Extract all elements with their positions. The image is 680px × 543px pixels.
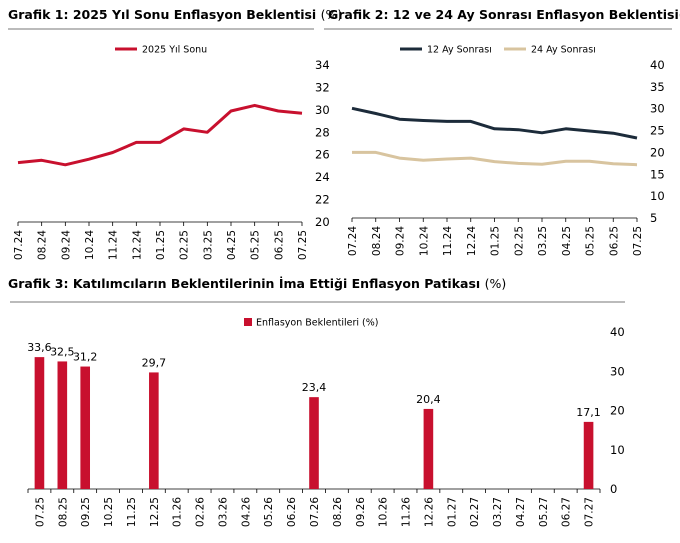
chart1-y-tick-label: 32	[315, 80, 330, 94]
chart3-data-label: 29,7	[142, 356, 167, 369]
chart3-x-tick-label: 03.26	[217, 497, 229, 527]
chart2-x-tick-label: 10.24	[418, 226, 430, 256]
chart3-data-label: 17,1	[576, 406, 601, 419]
chart1-x-tick-label: 08.24	[37, 230, 49, 260]
chart3-x-tick-label: 09.25	[80, 497, 92, 527]
chart1-y-tick-label: 22	[315, 193, 330, 207]
chart2-x-tick-label: 12.24	[466, 226, 478, 256]
chart1-x-tick-label: 07.24	[13, 230, 25, 260]
chart3-x-tick-label: 05.27	[538, 497, 550, 527]
chart2-x-tick-label: 04.25	[561, 226, 573, 256]
chart2-x-tick-label: 11.24	[442, 226, 454, 256]
chart3-legend-swatch	[244, 318, 252, 326]
chart1-x-tick-label: 10.24	[84, 230, 96, 260]
chart3-bar	[583, 421, 594, 489]
chart3-data-label: 20,4	[416, 393, 441, 406]
chart3-y-tick-label: 10	[610, 443, 625, 457]
chart1-x-tick-label: 12.24	[131, 230, 143, 260]
chart2-y-tick-label: 40	[650, 58, 665, 72]
chart2-x-tick-label: 07.25	[632, 226, 644, 256]
chart3-title: Grafik 3: Katılımcıların Beklentilerinin…	[8, 276, 507, 291]
chart2-legend-label: 24 Ay Sonrası	[531, 45, 596, 56]
chart1-y-tick-label: 34	[315, 58, 330, 72]
chart1-x-tick-label: 01.25	[155, 230, 167, 260]
chart1-y-tick-label: 24	[315, 170, 330, 184]
chart3-data-label: 33,6	[27, 341, 52, 354]
chart2-y-tick-label: 5	[650, 211, 657, 225]
chart1-y-tick-label: 30	[315, 103, 330, 117]
chart2-x-tick-label: 07.24	[347, 226, 359, 256]
chart2-x-tick-label: 02.25	[513, 226, 525, 256]
chart1-y-tick-label: 28	[315, 125, 330, 139]
chart3-data-label: 31,2	[73, 351, 98, 364]
chart2-x-tick-label: 08.24	[371, 226, 383, 256]
chart3-y-tick-label: 40	[610, 325, 625, 339]
chart3-x-tick-label: 01.26	[172, 497, 184, 527]
chart3-x-tick-label: 08.25	[57, 497, 69, 527]
chart1-x-tick-label: 06.25	[273, 230, 285, 260]
chart1-y-tick-label: 26	[315, 148, 330, 162]
chart3-data-label: 23,4	[302, 381, 327, 394]
chart3-x-tick-label: 04.26	[240, 497, 252, 527]
chart2-y-tick-label: 20	[650, 145, 665, 159]
chart3-x-tick-label: 12.26	[423, 497, 435, 527]
chart3-x-tick-label: 09.26	[355, 497, 367, 527]
chart2-series-line-1	[351, 106, 638, 140]
chart2-x-tick-label: 05.25	[585, 226, 597, 256]
chart3-y-tick-label: 20	[610, 404, 625, 418]
chart1-x-tick-label: 11.24	[108, 230, 120, 260]
chart1-y-tick-label: 20	[315, 215, 330, 229]
chart3-data-label: 32,5	[50, 345, 75, 358]
chart3-x-tick-label: 01.27	[446, 497, 458, 527]
chart1-series-line-1	[17, 103, 303, 167]
chart2-x-tick-label: 01.25	[490, 226, 502, 256]
chart3-x-tick-label: 02.26	[195, 497, 207, 527]
chart2-y-tick-label: 10	[650, 189, 665, 203]
chart1-x-tick-label: 04.25	[226, 230, 238, 260]
chart3-x-tick-label: 10.26	[378, 497, 390, 527]
chart3-bar	[423, 408, 434, 489]
chart3-x-tick-label: 07.26	[309, 497, 321, 527]
chart3-bar	[309, 397, 319, 489]
chart2-legend-label: 12 Ay Sonrası	[427, 45, 492, 56]
chart1-legend-label: 2025 Yıl Sonu	[142, 45, 207, 56]
chart2-y-tick-label: 25	[650, 124, 665, 138]
chart3-y-tick-label: 30	[610, 364, 625, 378]
chart3-x-tick-label: 06.27	[561, 497, 573, 527]
chart1-x-tick-label: 03.25	[202, 230, 214, 260]
chart2-y-tick-label: 30	[650, 102, 665, 116]
chart2-y-tick-label: 15	[650, 167, 665, 181]
chart3-x-tick-label: 11.26	[401, 497, 413, 527]
chart3-x-tick-label: 02.27	[469, 497, 481, 527]
chart2-x-tick-label: 03.25	[537, 226, 549, 256]
chart3-x-tick-label: 11.25	[126, 497, 138, 527]
chart1-x-tick-label: 07.25	[297, 230, 309, 260]
chart1-x-tick-label: 09.24	[60, 230, 72, 260]
chart1-title: Grafik 1: 2025 Yıl Sonu Enflasyon Beklen…	[8, 7, 343, 22]
chart3-bar	[34, 357, 45, 489]
chart2-title: Grafik 2: 12 ve 24 Ay Sonrası Enflasyon …	[328, 7, 680, 22]
chart1-x-tick-label: 02.25	[179, 230, 191, 260]
chart3-x-tick-label: 04.27	[515, 497, 527, 527]
chart3-x-tick-label: 07.27	[584, 497, 596, 527]
chart3-x-tick-label: 08.26	[332, 497, 344, 527]
chart3-bar	[149, 372, 159, 489]
chart2-series-line-2	[352, 150, 638, 167]
chart3-bar	[80, 366, 91, 489]
chart3-x-tick-label: 06.26	[286, 497, 298, 527]
chart3-legend-label: Enflasyon Beklentileri (%)	[256, 318, 378, 329]
chart3-x-tick-label: 12.25	[149, 497, 161, 527]
chart3-bar	[57, 361, 68, 489]
chart3-x-tick-label: 07.25	[34, 497, 46, 527]
chart1-x-tick-label: 05.25	[250, 230, 262, 260]
chart3-x-tick-label: 10.25	[103, 497, 115, 527]
chart2-y-tick-label: 35	[650, 80, 665, 94]
chart2-x-tick-label: 06.25	[608, 226, 620, 256]
chart3-x-tick-label: 03.27	[492, 497, 504, 527]
chart3-x-tick-label: 05.26	[263, 497, 275, 527]
chart2-x-tick-label: 09.24	[395, 226, 407, 256]
chart3-y-tick-label: 0	[610, 482, 617, 496]
